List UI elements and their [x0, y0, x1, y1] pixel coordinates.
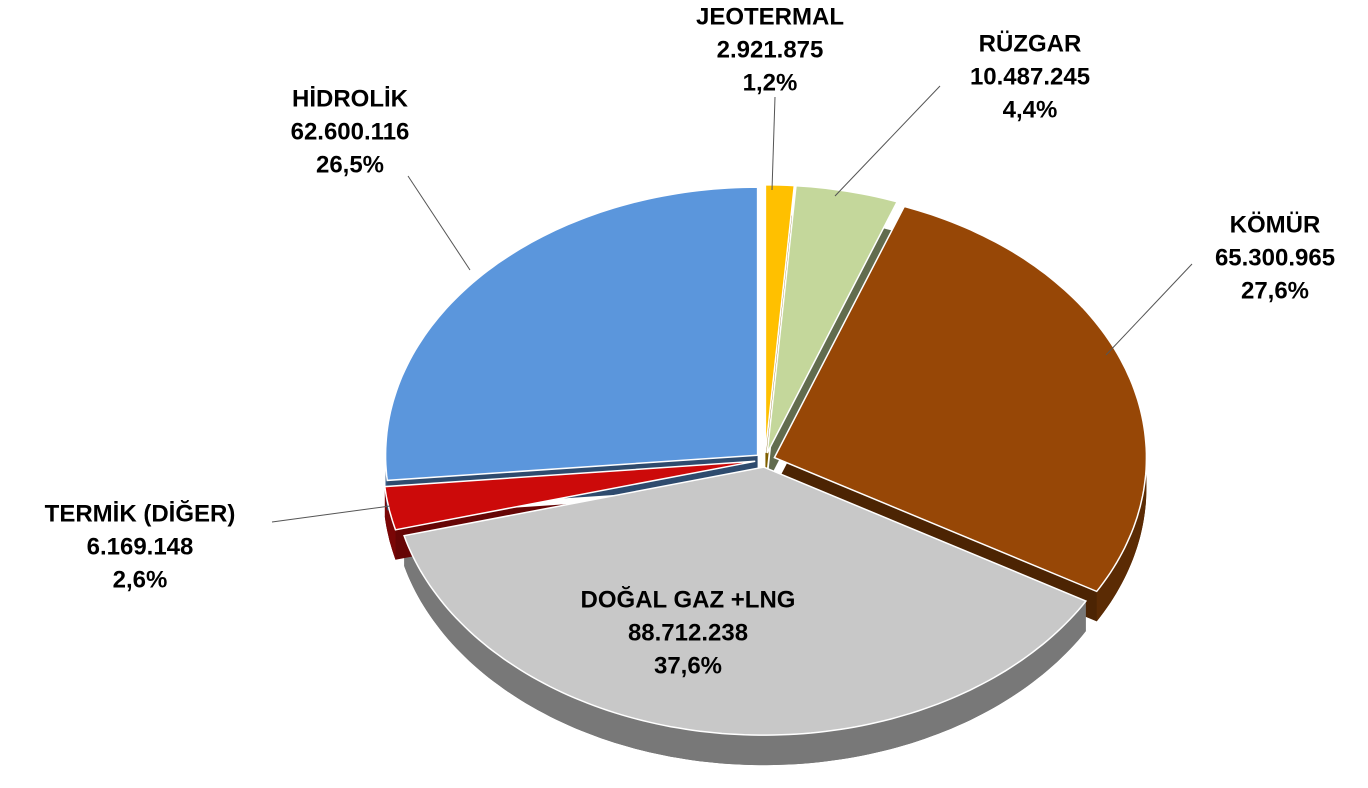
slice-label-value: 10.487.245: [970, 63, 1090, 90]
slice-label-name: JEOTERMAL: [696, 3, 844, 30]
slice-label-percent: 2,6%: [113, 566, 168, 593]
slice-label-name: RÜZGAR: [979, 30, 1082, 57]
slice-label-value: 62.600.116: [291, 118, 410, 145]
slice-label-percent: 27,6%: [1241, 277, 1309, 304]
slice-label-name: DOĞAL GAZ +LNG: [581, 585, 796, 613]
slice: [766, 185, 899, 454]
slice: [764, 184, 796, 453]
slice-label-name: KÖMÜR: [1230, 211, 1321, 238]
slice-label-name: TERMİK (DİĞER): [45, 499, 236, 527]
slice-tops: [383, 184, 1148, 736]
slice: [773, 205, 1148, 593]
slice-label-percent: 37,6%: [654, 652, 722, 679]
leader-line: [271, 505, 391, 523]
leader-line: [407, 175, 471, 271]
slice-label-value: 65.300.965: [1215, 244, 1335, 271]
slice-label-value: 6.169.148: [87, 533, 194, 560]
slice-side: [404, 535, 1086, 766]
slice-label-name: HİDROLİK: [292, 85, 409, 112]
slice: [403, 466, 1088, 736]
slice-label-percent: 1,2%: [743, 69, 798, 96]
slice-side: [1096, 457, 1147, 622]
leader-line: [1105, 263, 1193, 356]
slice: [384, 186, 759, 482]
leader-line: [834, 85, 941, 197]
slice-label-percent: 4,4%: [1003, 96, 1058, 123]
slice-label-value: 88.712.238: [628, 619, 748, 646]
slice: [383, 460, 756, 531]
slice-label-value: 2.921.875: [717, 36, 824, 63]
leader-line: [771, 96, 776, 191]
slice-label-percent: 26,5%: [316, 151, 384, 178]
